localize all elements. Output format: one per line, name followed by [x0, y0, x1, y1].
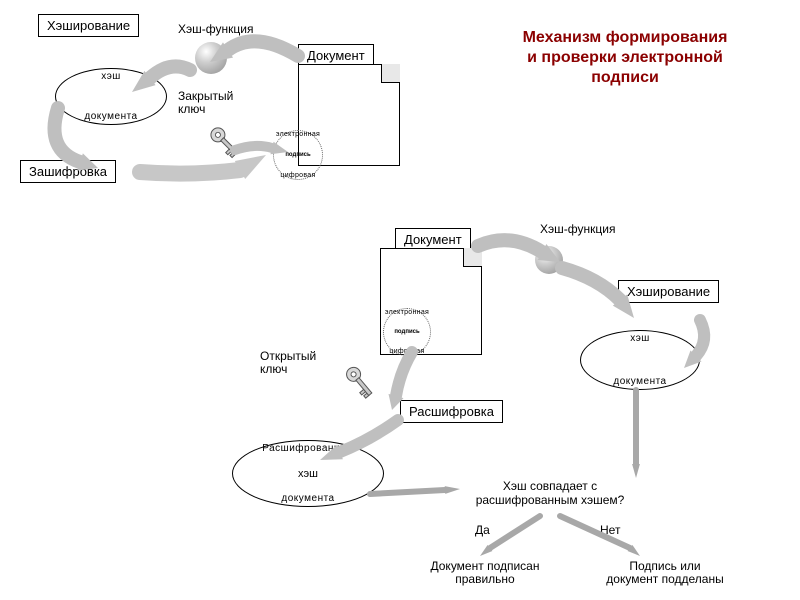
label-private-key: Закрытыйключ — [178, 90, 233, 116]
result-ok: Документ подписанправильно — [405, 560, 565, 586]
ellipse-top: хэш — [581, 333, 699, 344]
doc-fold-icon — [463, 248, 482, 267]
box-decryption: Расшифровка — [400, 400, 503, 423]
label-hash-fn: Хэш-функция — [178, 22, 253, 36]
ellipse-hash-doc-top: хэш документа — [55, 68, 167, 125]
ellipse-bot: документа — [56, 111, 166, 122]
ellipse-hash-doc-bottom: хэш документа — [580, 330, 700, 390]
stamp-bot-arc: цифровая — [274, 172, 322, 179]
box-hashing: Хэширование — [38, 14, 139, 37]
diagram-title: Механизм формированияи проверки электрон… — [470, 28, 780, 88]
ellipse-top: Расшифрованный — [233, 443, 383, 454]
answer-no: Нет — [600, 523, 620, 537]
diagram-stage: Механизм формированияи проверки электрон… — [0, 0, 800, 600]
doc-fold-icon — [381, 64, 400, 83]
result-bad: Подпись илидокумент подделаны — [575, 560, 755, 586]
label-public-key: Открытыйключ — [260, 350, 316, 376]
ellipse-bot: документа — [581, 376, 699, 387]
stamp-mid: подпись — [274, 152, 322, 158]
ellipse-bot: документа — [233, 493, 383, 504]
stamp-top-arc: электронная — [274, 131, 322, 138]
signature-stamp-bottom: электронная подпись цифровая — [383, 308, 431, 356]
answer-yes: Да — [475, 523, 490, 537]
hash-fn-sphere-icon — [195, 42, 227, 74]
hash-fn-sphere-2-icon — [535, 246, 563, 274]
ellipse-decrypted-hash: Расшифрованный хэш документа — [232, 440, 384, 507]
stamp-top-arc: электронная — [384, 309, 430, 316]
signature-stamp-top: электронная подпись цифровая — [273, 130, 323, 180]
ellipse-top: хэш — [56, 71, 166, 82]
public-key-icon — [338, 360, 382, 404]
label-hash-fn-2: Хэш-функция — [540, 222, 615, 236]
stamp-mid: подпись — [384, 329, 430, 335]
ellipse-mid: хэш — [233, 468, 383, 480]
question-text: Хэш совпадает срасшифрованным хэшем? — [450, 480, 650, 508]
box-hashing-2: Хэширование — [618, 280, 719, 303]
private-key-icon — [203, 120, 247, 164]
box-encryption: Зашифровка — [20, 160, 116, 183]
stamp-bot-arc: цифровая — [384, 348, 430, 355]
